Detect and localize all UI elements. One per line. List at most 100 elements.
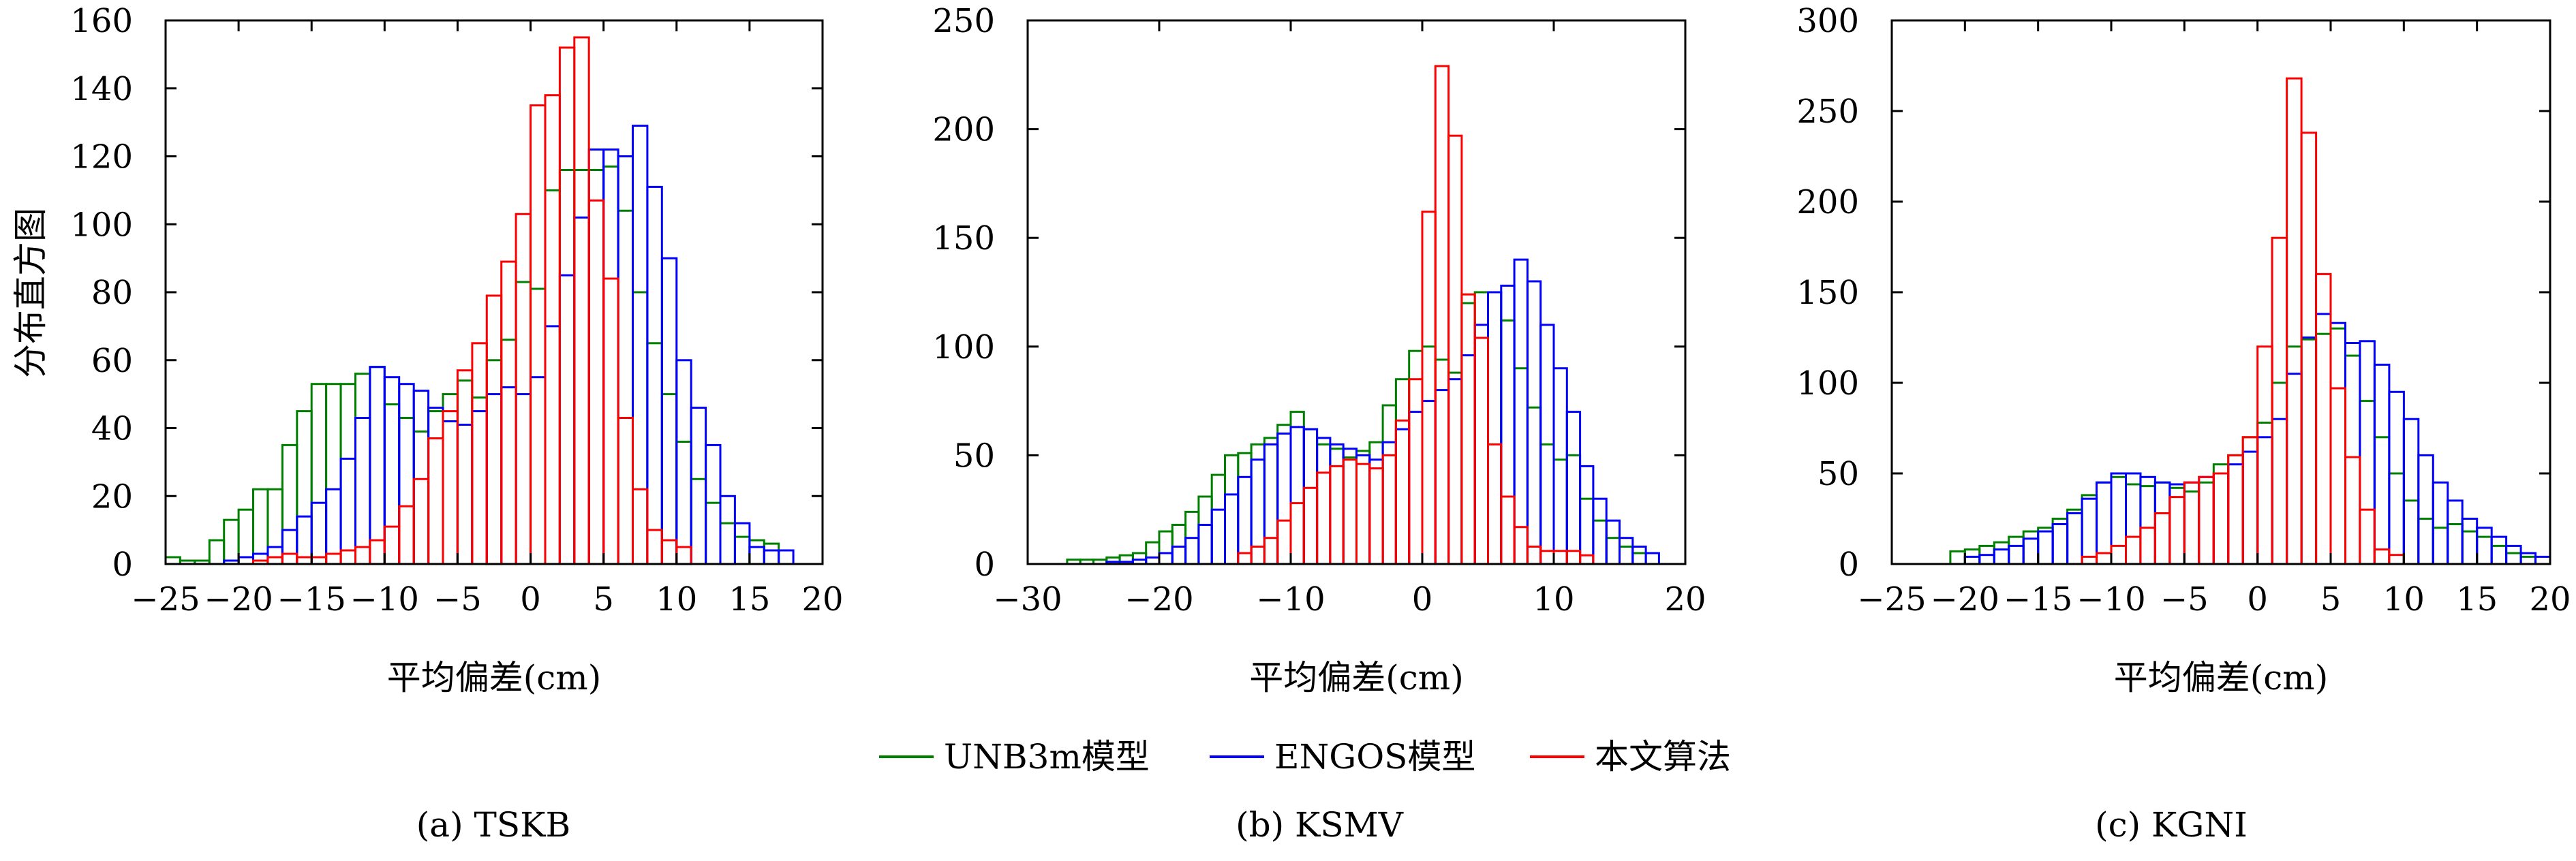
bar-proposed (2125, 535, 2142, 565)
bar-engos (1210, 508, 1226, 565)
bar-proposed (1302, 486, 1319, 565)
bar-engos (1289, 426, 1305, 565)
bar-proposed (2168, 496, 2186, 565)
bar-engos (1276, 433, 1292, 565)
bar-engos (617, 155, 634, 565)
bar-engos (1381, 441, 1397, 565)
bar-engos (734, 522, 751, 565)
y-tick-label: 160 (70, 2, 133, 40)
bar-engos (1473, 324, 1489, 565)
x-tick-label: −10 (2076, 580, 2145, 619)
bar-engos (427, 407, 444, 565)
bar-unb3m (587, 169, 605, 565)
bar-engos (558, 274, 576, 565)
bar-unb3m (2066, 508, 2083, 565)
x-axis-label: 平均偏差(cm) (387, 658, 601, 698)
bar-unb3m (2505, 552, 2522, 565)
bar-unb3m (2183, 490, 2201, 565)
x-tick-label: −20 (1124, 580, 1193, 619)
x-tick-label: 10 (2383, 580, 2425, 619)
bar-unb3m (1158, 530, 1174, 565)
y-tick-label: 100 (932, 328, 995, 366)
x-tick-label: 10 (1533, 580, 1574, 619)
x-tick-label: −15 (2004, 580, 2072, 619)
bar-unb3m (1394, 378, 1411, 565)
bar-proposed (632, 488, 649, 565)
bar-proposed (1487, 443, 1503, 565)
bar-proposed (339, 549, 357, 565)
x-tick-label: −30 (993, 580, 1062, 619)
bar-proposed (2359, 508, 2376, 565)
bar-engos (1644, 552, 1660, 565)
bar-proposed (2227, 454, 2244, 565)
bar-proposed (558, 46, 576, 565)
bar-proposed (1513, 526, 1529, 565)
bar-engos (1619, 537, 1634, 565)
bar-engos (2447, 499, 2464, 565)
x-tick-label: −15 (277, 580, 346, 619)
bar-engos (2227, 463, 2244, 565)
bar-engos (1394, 428, 1411, 565)
bar-unb3m (2417, 518, 2434, 565)
bar-engos (1263, 443, 1279, 565)
y-tick-label: 0 (1838, 546, 1859, 584)
bar-engos (2300, 336, 2318, 565)
bar-unb3m (281, 443, 298, 565)
bar-engos (1487, 291, 1503, 565)
bar-engos (2241, 450, 2259, 565)
y-tick-label: 200 (932, 111, 995, 149)
bar-unb3m (1513, 367, 1529, 565)
bar-engos (2212, 472, 2230, 565)
bar-proposed (617, 417, 634, 565)
bar-proposed (1460, 293, 1476, 565)
bar-unb3m (223, 518, 240, 565)
x-tick-label: −5 (433, 580, 482, 619)
bar-engos (602, 148, 619, 565)
bar-unb3m (1565, 454, 1582, 565)
bar-unb3m (1145, 541, 1161, 565)
bar-unb3m (2256, 422, 2273, 565)
bar-proposed (530, 104, 547, 565)
bar-proposed (573, 36, 590, 565)
bar-unb3m (296, 410, 313, 565)
x-axis-label: 平均偏差(cm) (1249, 658, 1463, 698)
bar-proposed (1434, 65, 1450, 565)
bar-unb3m (617, 209, 634, 565)
bar-proposed (398, 505, 415, 565)
bar-proposed (1316, 471, 1332, 565)
legend-label-unb3m: UNB3m模型 (944, 737, 1150, 777)
bar-unb3m (2373, 436, 2391, 565)
bar-unb3m (2286, 345, 2303, 565)
bar-unb3m (763, 542, 780, 565)
bar-engos (2315, 313, 2332, 565)
bar-proposed (587, 199, 605, 565)
bar-unb3m (2344, 354, 2361, 565)
y-tick-label: 80 (91, 274, 133, 312)
bar-unb3m (2490, 544, 2508, 565)
bar-unb3m (1619, 546, 1634, 565)
chart-panel-kgni: −25 −20 −15 −10 −5 0 5 10 15 20050100150200250300… (1796, 2, 2571, 698)
bar-engos (1224, 493, 1240, 565)
x-tick-label: 5 (2320, 580, 2342, 619)
bar-unb3m (705, 501, 722, 565)
bar-engos (2432, 481, 2449, 565)
bar-proposed (2329, 387, 2346, 565)
y-tick-label: 300 (1796, 2, 1859, 40)
bar-engos (2153, 481, 2171, 565)
y-tick-label: 250 (932, 2, 995, 40)
bar-unb3m (485, 359, 503, 565)
bar-unb3m (266, 488, 283, 565)
bar-proposed (1368, 467, 1384, 565)
bar-proposed (383, 525, 401, 565)
x-tick-label: 15 (729, 580, 770, 619)
caption-a: (a) TSKB (416, 805, 571, 845)
bar-unb3m (1592, 519, 1608, 565)
bar-proposed (1355, 463, 1371, 565)
bar-unb3m (2227, 454, 2244, 565)
bar-unb3m (1263, 437, 1279, 565)
bar-unb3m (1500, 319, 1516, 565)
x-axis-label: 平均偏差(cm) (2114, 658, 2328, 698)
bar-engos (252, 552, 269, 565)
